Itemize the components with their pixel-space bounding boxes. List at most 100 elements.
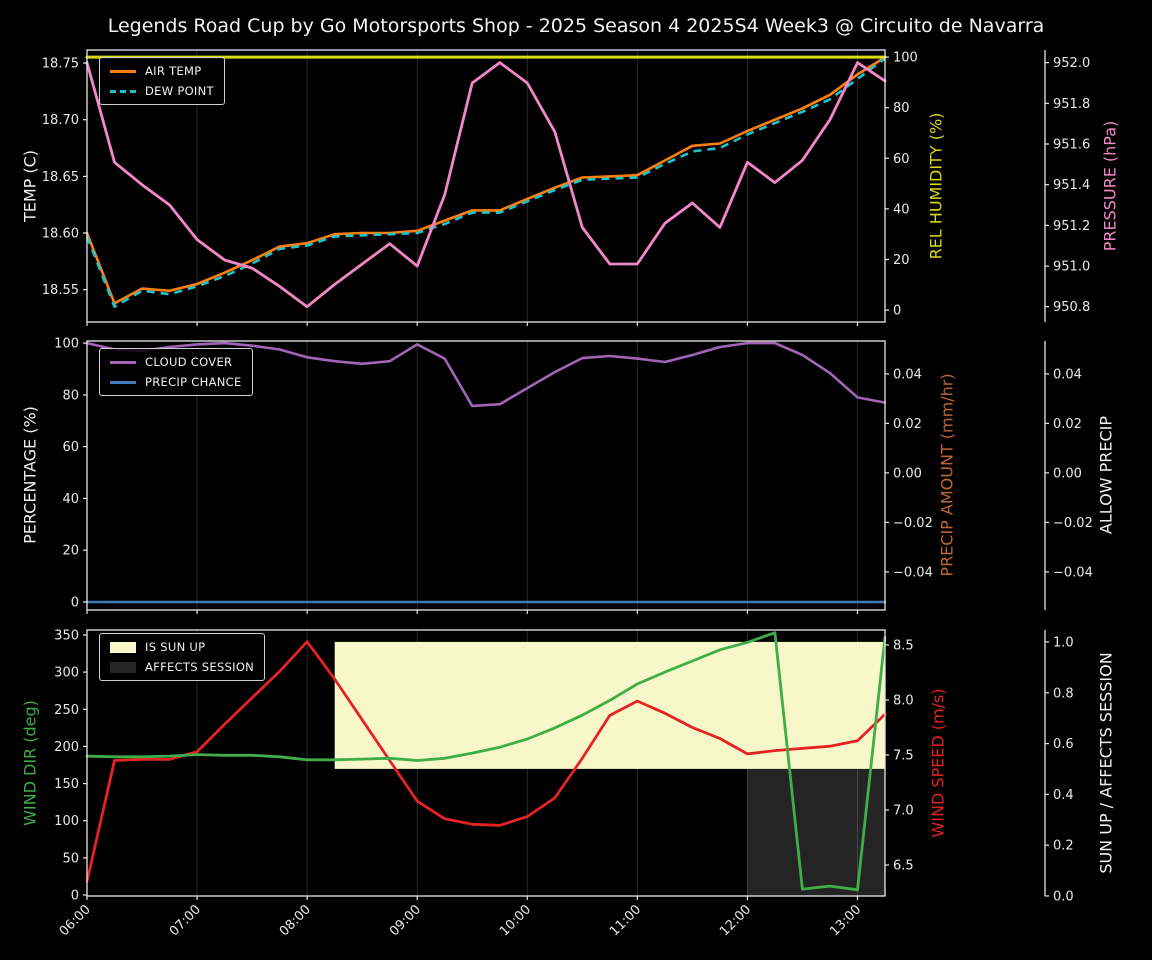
- y-tick-label: 952.0: [1053, 56, 1090, 71]
- y-tick-label: 20: [62, 544, 79, 559]
- y-tick-label: 18.75: [42, 57, 79, 72]
- series-dew-point: [85, 57, 886, 309]
- plot-border: [86, 49, 886, 323]
- y-tick-label: 0.8: [1053, 686, 1074, 701]
- y-tick-label: 0.04: [893, 367, 922, 382]
- y-tick-label: 200: [54, 740, 79, 755]
- y-axis-label-percentage: PERCENTAGE (%): [20, 406, 40, 544]
- dew-point-line-swatch: [110, 89, 136, 93]
- y-tick-label: 7.0: [893, 804, 914, 819]
- series-cloud-cover: [85, 341, 887, 408]
- y-tick-label: 0.02: [1053, 417, 1082, 432]
- x-tick-label: 07:00: [167, 902, 204, 939]
- is-sun-up-patch-swatch: [110, 641, 136, 653]
- y-tick-label: 60: [893, 152, 910, 167]
- y-tick-label: 0.04: [1053, 367, 1082, 382]
- series-wind-speed: [85, 640, 887, 883]
- y-tick-label: 40: [62, 492, 79, 507]
- y-tick-label: 0: [71, 889, 79, 904]
- y-tick-label: 20: [893, 253, 910, 268]
- y-tick-label: 0.00: [1053, 466, 1082, 481]
- legend-label-affects-session: AFFECTS SESSION: [145, 660, 255, 674]
- x-tick-label: 11:00: [607, 902, 644, 939]
- y-axis-label-allow-precip: ALLOW PRECIP: [1096, 415, 1116, 535]
- y-tick-label: 250: [54, 703, 79, 718]
- y-tick-label: 0.0: [1053, 890, 1074, 905]
- legend-row: AIR TEMP: [110, 64, 214, 78]
- precip-chance-line-swatch: [110, 380, 136, 384]
- y-tick-label: 18.55: [42, 283, 79, 298]
- y-tick-label: 8.0: [893, 694, 914, 709]
- y-tick-label: 18.70: [42, 113, 79, 128]
- y-tick-label: 50: [62, 851, 79, 866]
- chart-temperature-humidity-pressure: 18.55 18.60 18.65 18.70 18.75 0 20 40 60 80 100 950…: [42, 49, 1090, 326]
- y-tick-label: 7.5: [893, 749, 914, 764]
- y-tick-label: 950.8: [1053, 300, 1090, 315]
- x-tick-label: 06:00: [57, 902, 94, 939]
- legend-row: CLOUD COVER: [110, 355, 242, 369]
- y-tick-label: −0.02: [893, 516, 933, 531]
- y-tick-label: 0: [71, 596, 79, 611]
- y-tick-label: 951.2: [1053, 219, 1090, 234]
- legend-row: DEW POINT: [110, 84, 214, 98]
- y-tick-label: 18.60: [42, 227, 79, 242]
- series-pressure: [85, 61, 887, 309]
- affects-session-patch-swatch: [110, 661, 136, 673]
- y-axis-label-wind-dir: WIND DIR (deg): [20, 700, 40, 826]
- y-tick-label: 0: [893, 304, 901, 319]
- y-tick-label: 80: [62, 388, 79, 403]
- legend-label-precip-chance: PRECIP CHANCE: [145, 375, 242, 389]
- legend-sun-session: IS SUN UP AFFECTS SESSION: [99, 633, 266, 681]
- plot-border: [86, 629, 886, 897]
- y-tick-label: 100: [893, 51, 918, 66]
- band-affects-session: [747, 769, 885, 896]
- x-tick-label: 12:00: [717, 902, 754, 939]
- x-tick-label: 08:00: [277, 902, 314, 939]
- legend-cloud-precip: CLOUD COVER PRECIP CHANCE: [99, 348, 253, 396]
- x-tick-label: 09:00: [387, 902, 424, 939]
- y-tick-label: 60: [62, 440, 79, 455]
- y-tick-label: 80: [893, 101, 910, 116]
- y-tick-label: 100: [54, 337, 79, 352]
- y-axis-label-temp: TEMP (C): [20, 149, 40, 223]
- y-tick-label: 1.0: [1053, 635, 1074, 650]
- cloud-cover-line-swatch: [110, 360, 136, 364]
- legend-label-dew-point: DEW POINT: [145, 84, 214, 98]
- x-tick-label: 13:00: [827, 902, 864, 939]
- y-tick-label: 951.6: [1053, 138, 1090, 153]
- y-axis-label-humidity: REL HUMIDITY (%): [926, 112, 946, 260]
- chart-cloud-precip: 0 20 40 60 80 100 −0.04 −0.02 0.00 0.02 0.04 −0.04 −…: [54, 337, 1093, 614]
- y-tick-label: 300: [54, 666, 79, 681]
- y-tick-label: −0.04: [1053, 565, 1093, 580]
- y-tick-label: 951.8: [1053, 97, 1090, 112]
- legend-row: AFFECTS SESSION: [110, 660, 254, 674]
- y-axis-label-sun-up: SUN UP / AFFECTS SESSION: [1096, 652, 1116, 874]
- y-tick-label: 951.0: [1053, 260, 1090, 275]
- y-tick-label: 951.4: [1053, 178, 1090, 193]
- y-tick-label: 0.6: [1053, 737, 1074, 752]
- air-temp-line-swatch: [110, 69, 136, 73]
- y-tick-label: 0.00: [893, 466, 922, 481]
- y-tick-label: 8.5: [893, 639, 914, 654]
- y-tick-label: −0.02: [1053, 516, 1093, 531]
- y-tick-label: 0.2: [1053, 839, 1074, 854]
- legend-label-air-temp: AIR TEMP: [145, 64, 202, 78]
- y-tick-label: −0.04: [893, 565, 933, 580]
- y-axis-label-pressure: PRESSURE (hPa): [1100, 120, 1120, 252]
- y-tick-label: 100: [54, 814, 79, 829]
- y-tick-label: 40: [893, 202, 910, 217]
- y-axis-label-precip-amount: PRECIP AMOUNT (mm/hr): [937, 373, 957, 577]
- series-air-temp: [85, 56, 887, 305]
- legend-row: IS SUN UP: [110, 640, 254, 654]
- y-tick-label: 350: [54, 629, 79, 644]
- y-tick-label: 6.5: [893, 859, 914, 874]
- y-tick-label: 150: [54, 777, 79, 792]
- legend-row: PRECIP CHANCE: [110, 375, 242, 389]
- y-axis-label-wind-speed: WIND SPEED (m/s): [928, 688, 948, 838]
- x-tick-label: 10:00: [497, 902, 534, 939]
- plot-border: [86, 340, 886, 611]
- y-tick-label: 0.4: [1053, 788, 1074, 803]
- legend-label-cloud-cover: CLOUD COVER: [145, 355, 233, 369]
